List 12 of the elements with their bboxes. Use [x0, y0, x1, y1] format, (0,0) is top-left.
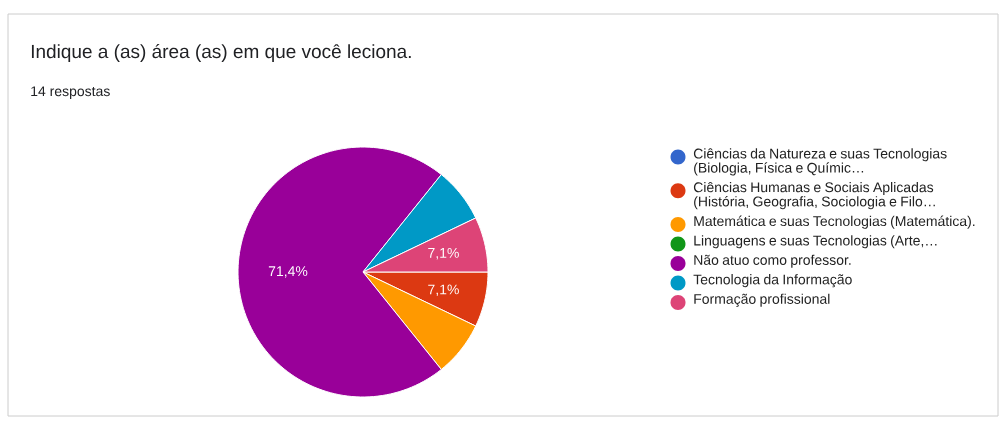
- data-label: 7,1%: [428, 247, 459, 260]
- data-label: 71,4%: [268, 266, 308, 278]
- legend-label: Tecnologia da Informação: [693, 274, 852, 288]
- data-label: 7,1%: [428, 284, 459, 297]
- legend-label: Matemática e suas Tecnologias (Matemática).: [694, 215, 975, 229]
- legend-label: Ciências Humanas e Sociais Aplicadas (História, Geografia, Sociologia e Filo…: [693, 181, 935, 210]
- legend-label: Ciências da Natureza e suas Tecnologias (Biologia, Física e Químic…: [693, 148, 947, 176]
- text: 14 respostas: [31, 86, 110, 99]
- legend-label: Não atuo como professor.: [694, 254, 851, 268]
- legend-label: Formação profissional: [694, 293, 830, 307]
- chart-title: Indique a (as) área (as) em que você leciona.: [31, 44, 411, 62]
- legend-label: Linguagens e suas Tecnologias (Arte,…: [694, 235, 937, 249]
